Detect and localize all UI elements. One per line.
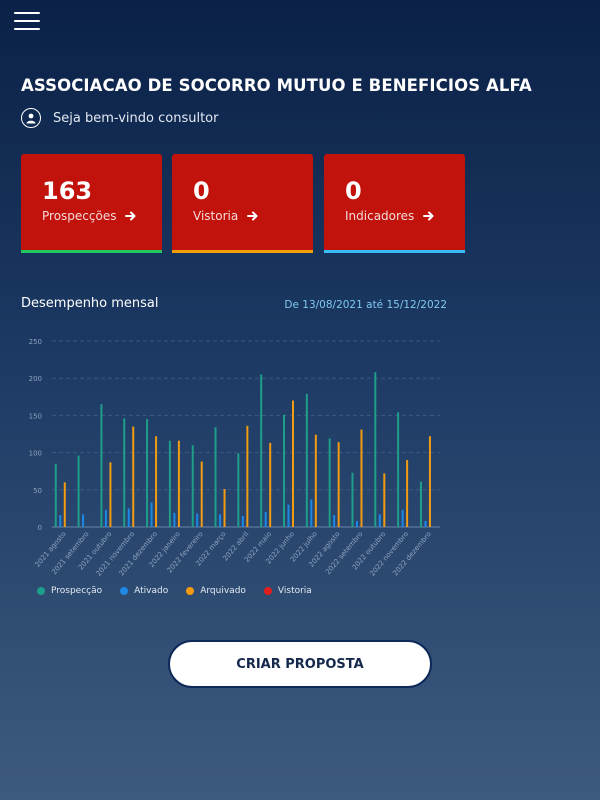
arrow-right-icon [247,211,258,221]
bar-ativado [59,515,62,527]
bar-ativado [150,502,153,527]
bar-arquivado [337,442,340,527]
chart-legend: Prospecção Ativado Arquivado Vistoria [37,586,330,596]
bar-prospecção [374,372,377,527]
create-proposal-button[interactable]: CRIAR PROPOSTA [168,640,432,688]
bar-arquivado [109,462,112,527]
y-tick-label: 200 [29,375,42,383]
welcome-text: Seja bem-vindo consultor [53,110,219,126]
bar-prospecção [237,453,240,527]
bar-arquivado [406,460,409,527]
bar-prospecção [54,463,57,527]
legend-dot [263,587,272,595]
bar-ativado [401,509,404,527]
card-value: 0 [345,177,362,205]
legend-dot [37,587,45,595]
card-label: Vistoria [193,209,239,223]
legend-dot [120,587,129,595]
bar-arquivado [314,434,317,527]
bar-ativado [104,509,107,527]
bar-prospecção [214,427,217,527]
bar-arquivado [246,425,249,527]
bar-arquivado [269,442,272,527]
bar-ativado [173,512,176,527]
bar-prospecção [351,472,354,527]
arrow-right-icon [423,211,434,221]
bar-ativado [219,514,222,527]
bar-ativado [82,514,85,527]
card-prospeccoes[interactable]: 163 Prospecções [21,154,162,253]
bar-ativado [333,515,336,527]
card-vistoria[interactable]: 0 Vistoria [172,154,313,253]
bar-prospecção [168,440,171,527]
bar-prospecção [419,481,422,527]
card-label: Prospecções [42,209,117,223]
bar-ativado [310,499,313,527]
bar-prospecção [305,393,308,527]
bar-prospecção [77,455,80,527]
bar-ativado [424,521,427,527]
menu-button[interactable] [14,12,40,32]
card-value: 0 [193,177,210,205]
y-tick-label: 50 [33,487,42,495]
bar-arquivado [428,436,431,527]
y-tick-label: 250 [29,338,42,346]
bar-prospecção [283,414,286,527]
bar-arquivado [200,461,203,527]
date-range[interactable]: De 13/08/2021 até 15/12/2022 [284,299,447,311]
bar-arquivado [360,429,363,527]
bar-ativado [287,504,290,527]
bar-arquivado [383,473,386,527]
card-accent-bar [21,250,162,253]
bar-arquivado [132,426,135,527]
bar-ativado [264,512,267,527]
card-accent-bar [324,250,465,253]
bar-arquivado [155,436,158,527]
bar-arquivado [292,400,295,527]
chart-title: Desempenho mensal [21,296,159,311]
legend-item-vistoria[interactable]: Vistoria [263,586,312,596]
y-tick-label: 150 [29,412,42,420]
card-indicadores[interactable]: 0 Indicadores [324,154,465,253]
page-title: ASSOCIACAO DE SOCORRO MUTUO E BENEFICIOS… [21,76,532,95]
bar-prospecção [328,438,331,527]
bar-ativado [355,521,358,527]
legend-item-arquivado[interactable]: Arquivado [186,586,246,596]
legend-dot [186,587,195,595]
y-tick-label: 0 [38,524,42,532]
card-value: 163 [42,177,93,205]
bar-prospecção [397,412,400,527]
bar-ativado [127,508,130,527]
bar-prospecção [260,374,263,527]
bar-ativado [196,513,199,527]
legend-item-prospeccao[interactable]: Prospecção [37,586,102,596]
user-icon [21,108,41,128]
menu-icon [14,12,40,14]
bar-ativado [378,514,381,527]
card-accent-bar [172,250,313,253]
arrow-right-icon [125,211,136,221]
y-tick-label: 100 [29,450,42,458]
bar-prospecção [100,404,103,527]
welcome-row: Seja bem-vindo consultor [21,108,218,128]
card-label: Indicadores [345,209,415,223]
bar-prospecção [123,418,126,527]
legend-item-ativado[interactable]: Ativado [120,586,168,596]
bar-arquivado [63,482,66,527]
bar-arquivado [223,489,226,527]
bar-prospecção [191,445,194,527]
bar-arquivado [177,440,180,527]
bar-prospecção [146,419,149,527]
bar-ativado [241,515,244,527]
